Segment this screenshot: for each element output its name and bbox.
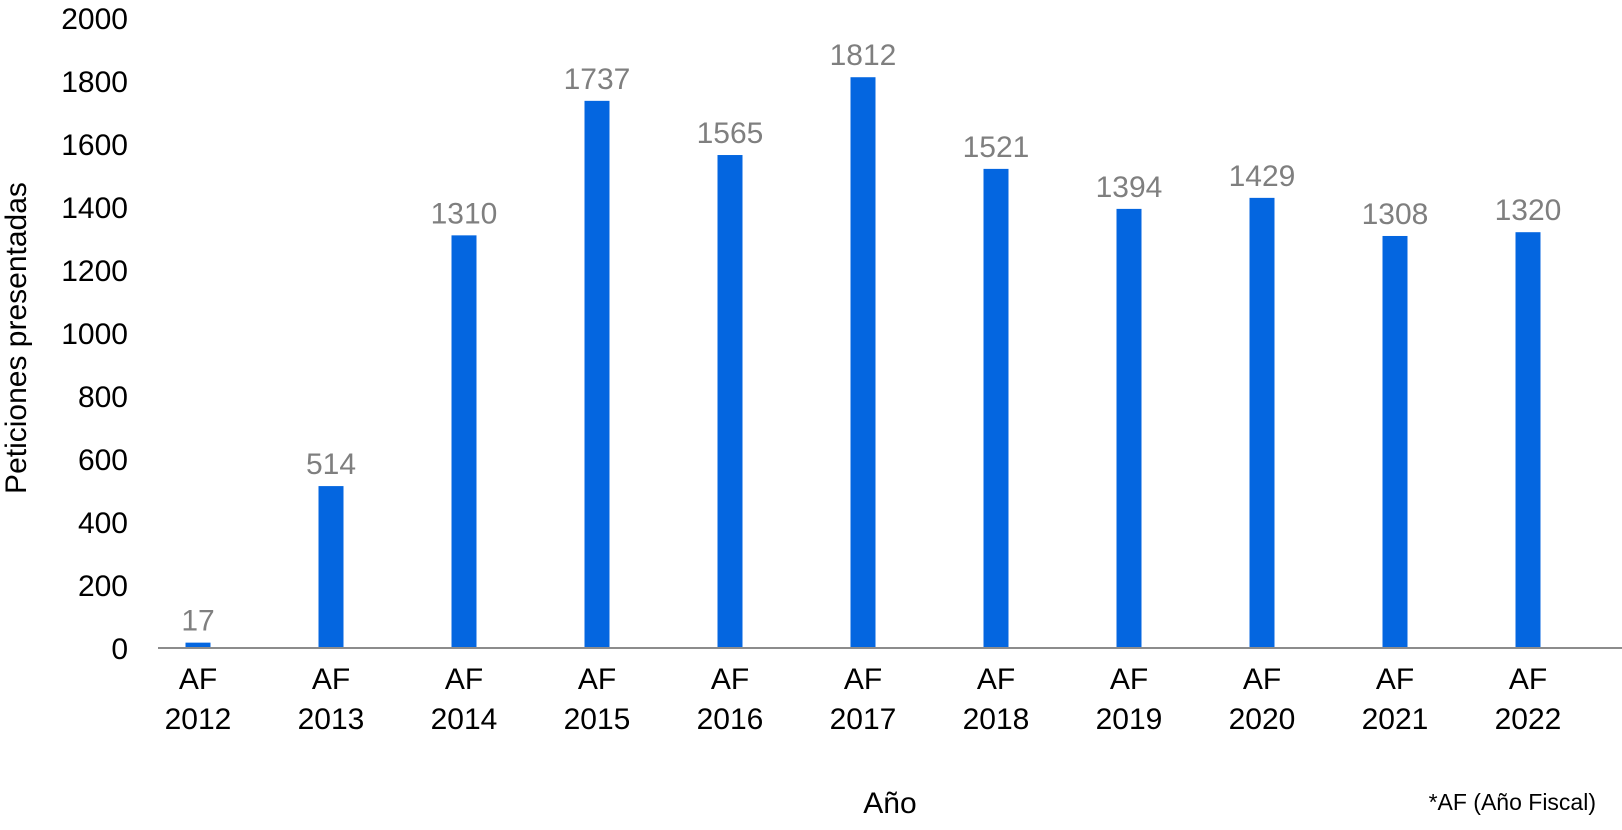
data-label: 1308 bbox=[1362, 198, 1429, 231]
data-label: 17 bbox=[181, 605, 214, 638]
x-tick-label: AF bbox=[1509, 663, 1547, 696]
x-axis-ticks: AF 2012 AF 2013 AF 2014 AF 2015 AF 2016 AF 2017 AF 20… bbox=[165, 663, 1562, 736]
bar bbox=[451, 235, 477, 648]
data-label: 1812 bbox=[830, 39, 897, 72]
bar bbox=[1116, 208, 1142, 648]
data-label: 1394 bbox=[1096, 171, 1163, 204]
x-tick-label: 2021 bbox=[1362, 703, 1429, 736]
y-tick-label: 1200 bbox=[61, 255, 128, 288]
x-tick-label: AF bbox=[578, 663, 616, 696]
y-tick-label: 1000 bbox=[61, 318, 128, 351]
bar bbox=[1249, 197, 1275, 649]
x-tick-label: 2016 bbox=[697, 703, 764, 736]
data-label: 514 bbox=[306, 448, 356, 481]
y-tick-label: 0 bbox=[111, 633, 128, 666]
x-tick-label: 2017 bbox=[830, 703, 897, 736]
x-tick-label: AF bbox=[312, 663, 350, 696]
bar bbox=[983, 168, 1009, 648]
y-axis-ticks: 0 200 400 600 800 1000 1200 1400 1600 1800 2000 bbox=[61, 3, 128, 666]
bar-series bbox=[185, 77, 1541, 649]
bar bbox=[717, 155, 743, 648]
y-tick-label: 600 bbox=[78, 444, 128, 477]
y-tick-label: 1400 bbox=[61, 192, 128, 225]
bar bbox=[185, 642, 211, 648]
x-axis-title: Año bbox=[863, 787, 916, 820]
x-tick-label: AF bbox=[1243, 663, 1281, 696]
data-label: 1737 bbox=[564, 63, 631, 96]
y-tick-label: 1600 bbox=[61, 129, 128, 162]
bar bbox=[318, 486, 344, 648]
data-label: 1565 bbox=[697, 117, 764, 150]
data-label: 1320 bbox=[1495, 194, 1562, 227]
x-tick-label: AF bbox=[1376, 663, 1414, 696]
x-tick-label: AF bbox=[445, 663, 483, 696]
x-tick-label: AF bbox=[977, 663, 1015, 696]
y-axis-title: Peticiones presentadas bbox=[0, 182, 33, 494]
x-tick-label: 2022 bbox=[1495, 703, 1562, 736]
x-tick-label: AF bbox=[1110, 663, 1148, 696]
x-tick-label: 2020 bbox=[1229, 703, 1296, 736]
data-label: 1310 bbox=[431, 197, 498, 230]
x-tick-label: 2013 bbox=[298, 703, 365, 736]
y-tick-label: 200 bbox=[78, 570, 128, 603]
bar bbox=[1515, 232, 1541, 648]
bar bbox=[584, 100, 610, 649]
bar bbox=[850, 77, 876, 649]
x-tick-label: AF bbox=[844, 663, 882, 696]
bar bbox=[1382, 235, 1408, 649]
x-tick-label: 2012 bbox=[165, 703, 232, 736]
x-tick-label: 2015 bbox=[564, 703, 631, 736]
data-labels: 17 514 1310 1737 1565 1812 1521 1394 1429 1308 132… bbox=[181, 39, 1561, 637]
x-tick-label: 2018 bbox=[963, 703, 1030, 736]
y-tick-label: 1800 bbox=[61, 66, 128, 99]
y-tick-label: 2000 bbox=[61, 3, 128, 36]
x-tick-label: AF bbox=[711, 663, 749, 696]
x-tick-label: AF bbox=[179, 663, 217, 696]
x-tick-label: 2014 bbox=[431, 703, 498, 736]
x-tick-label: 2019 bbox=[1096, 703, 1163, 736]
footnote: *AF (Año Fiscal) bbox=[1429, 789, 1596, 815]
y-tick-label: 400 bbox=[78, 507, 128, 540]
y-tick-label: 800 bbox=[78, 381, 128, 414]
data-label: 1429 bbox=[1229, 160, 1296, 193]
data-label: 1521 bbox=[963, 131, 1030, 164]
